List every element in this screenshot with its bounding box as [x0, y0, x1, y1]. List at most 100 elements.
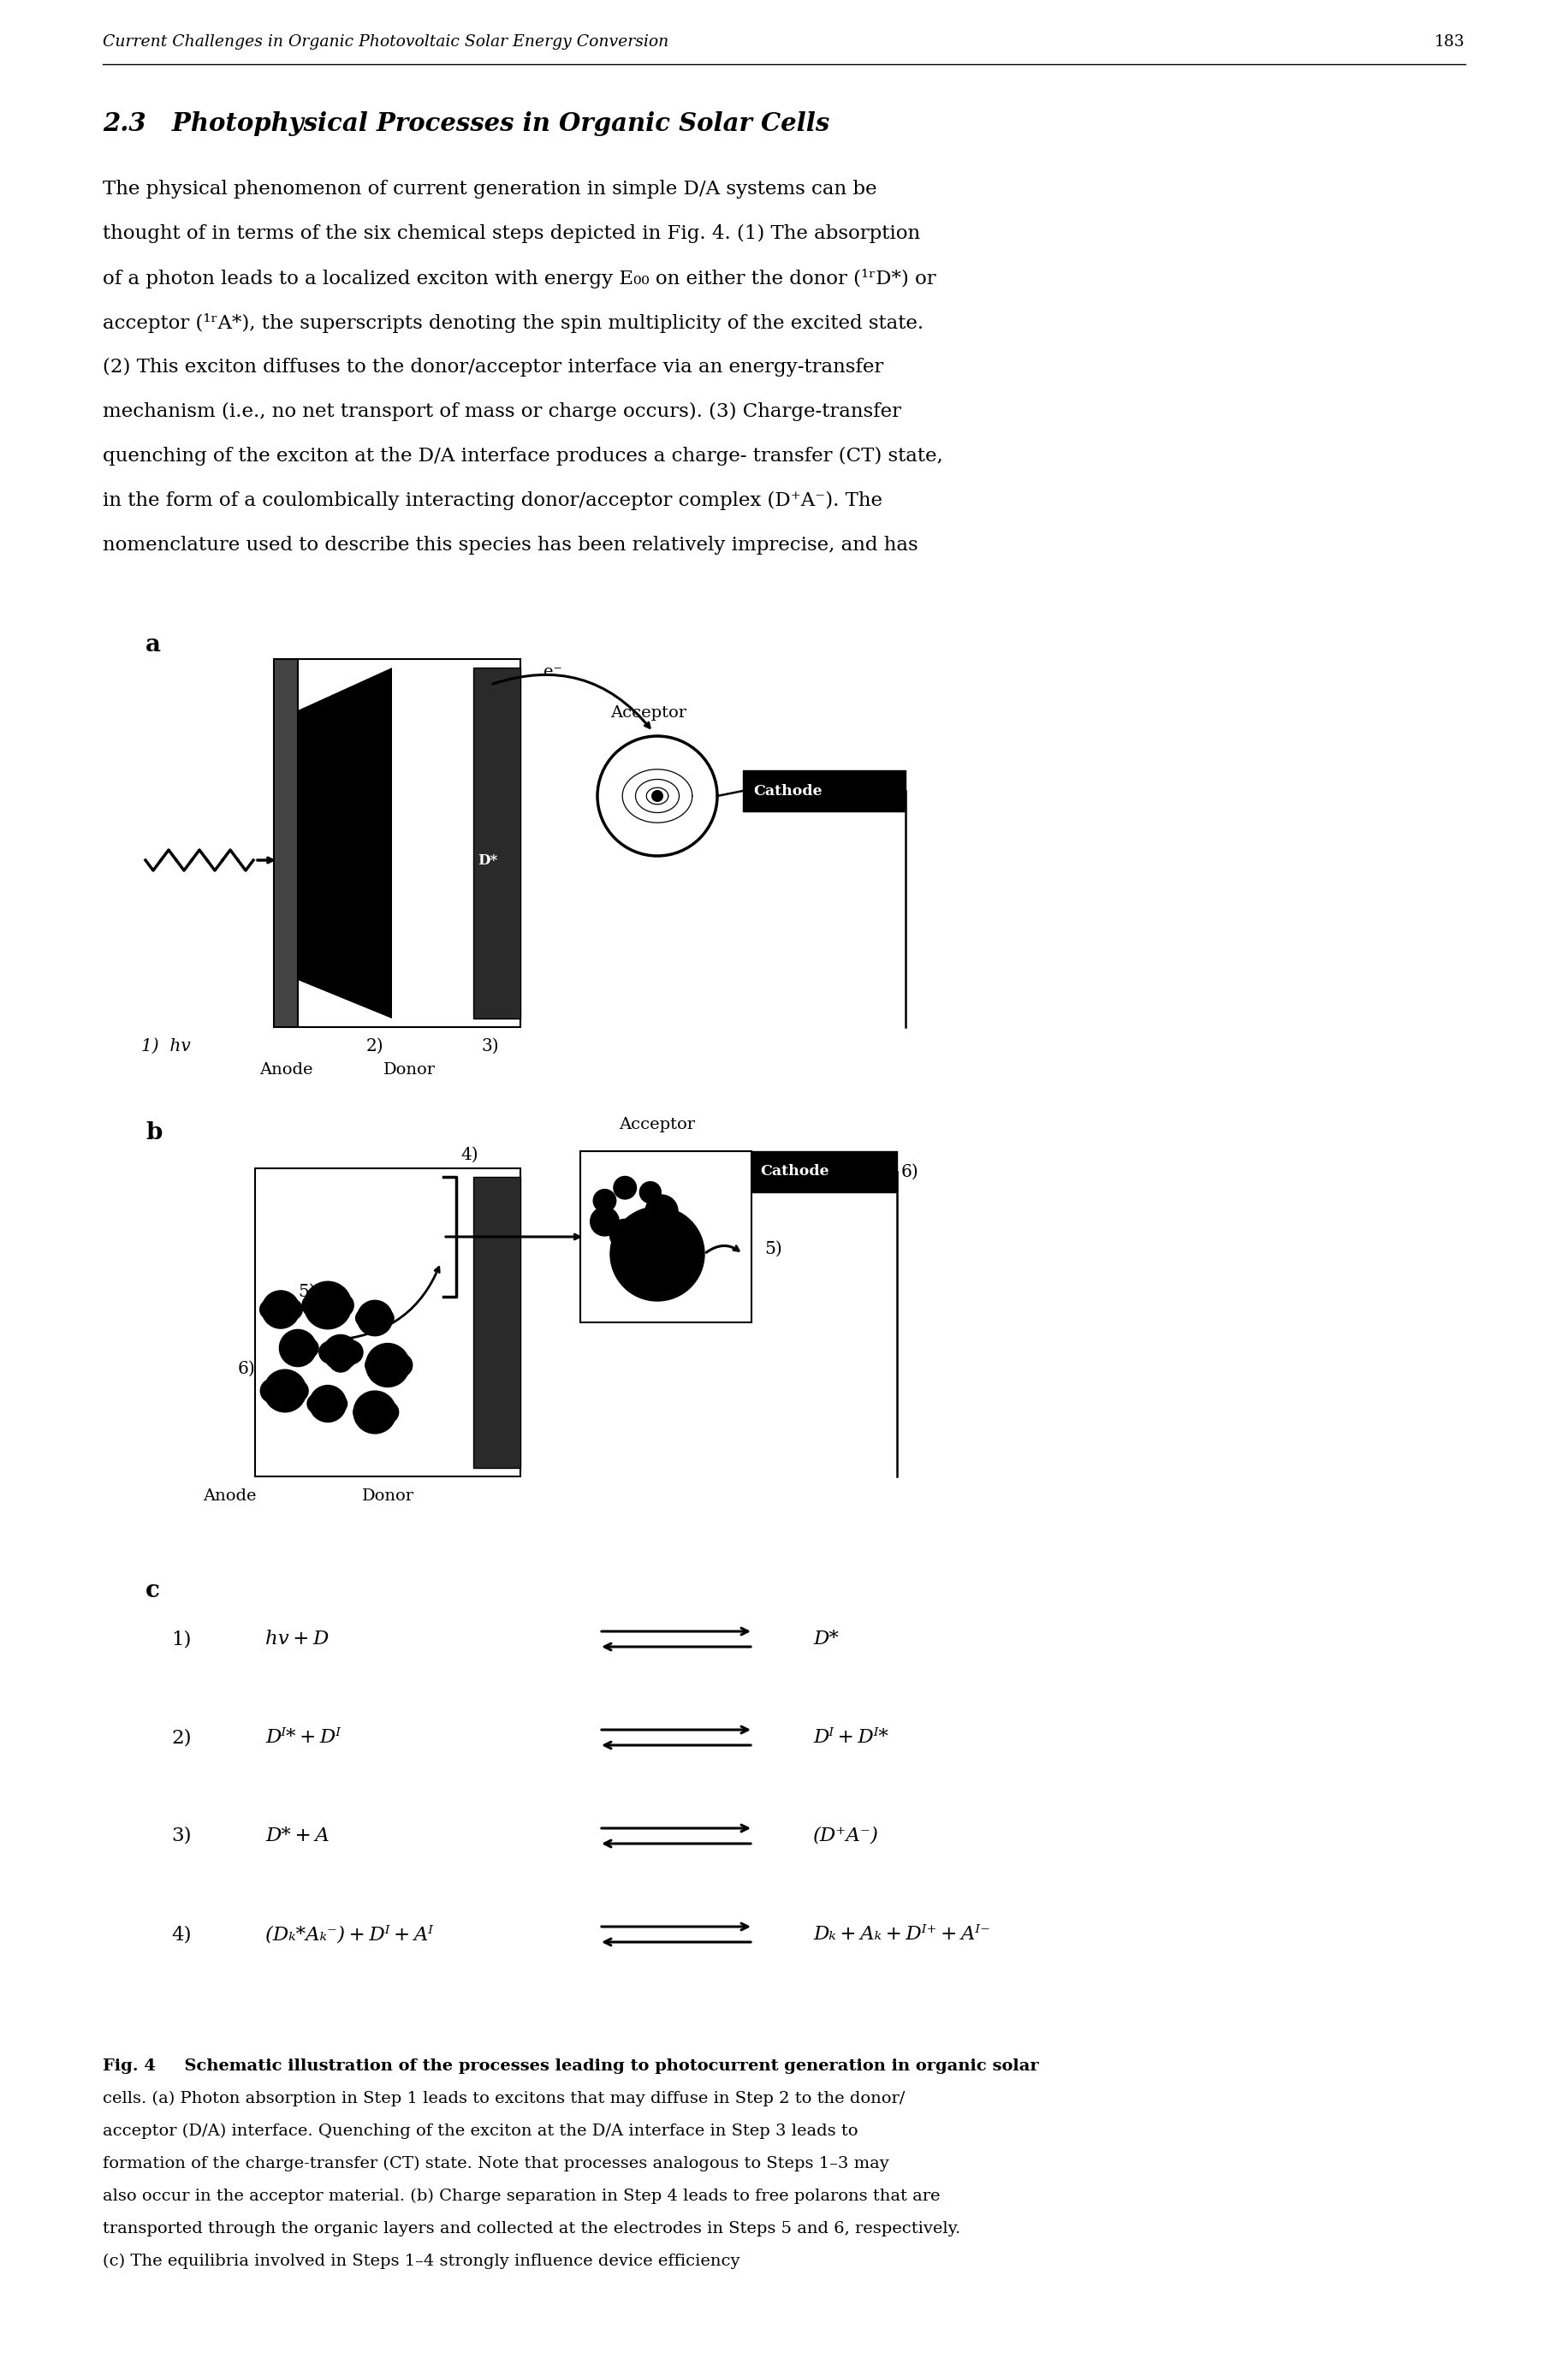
Circle shape — [284, 1302, 299, 1316]
Circle shape — [597, 737, 717, 855]
Text: Acceptor: Acceptor — [619, 1117, 696, 1133]
Text: 5): 5) — [298, 1283, 315, 1300]
Circle shape — [282, 1300, 303, 1319]
Circle shape — [651, 789, 663, 803]
Circle shape — [368, 1319, 383, 1333]
Text: Dᴵ* + Dᴵ: Dᴵ* + Dᴵ — [265, 1727, 340, 1746]
Circle shape — [307, 1395, 326, 1414]
Text: 2): 2) — [171, 1727, 191, 1746]
Text: cells. (a) Photon absorption in Step 1 leads to excitons that may diffuse in Ste: cells. (a) Photon absorption in Step 1 l… — [103, 2091, 905, 2108]
Circle shape — [309, 1385, 347, 1423]
Text: D* + A: D* + A — [265, 1827, 329, 1846]
Circle shape — [365, 1357, 384, 1376]
Text: Anode: Anode — [259, 1062, 312, 1079]
Circle shape — [303, 1295, 325, 1316]
Text: thought of in terms of the six chemical steps depicted in Fig. 4. (1) The absorp: thought of in terms of the six chemical … — [103, 223, 920, 242]
Circle shape — [299, 1338, 318, 1357]
Text: The physical phenomenon of current generation in simple D/A systems can be: The physical phenomenon of current gener… — [103, 181, 877, 200]
Circle shape — [318, 1385, 337, 1404]
Text: (D⁺A⁻): (D⁺A⁻) — [814, 1827, 880, 1846]
Circle shape — [381, 1347, 395, 1361]
Text: 6): 6) — [238, 1361, 256, 1378]
Circle shape — [365, 1342, 409, 1388]
Circle shape — [331, 1395, 347, 1411]
Circle shape — [379, 1404, 395, 1421]
Circle shape — [273, 1309, 289, 1326]
Text: Donor: Donor — [383, 1062, 436, 1079]
Circle shape — [376, 1402, 398, 1423]
Circle shape — [332, 1335, 350, 1352]
Circle shape — [287, 1380, 309, 1402]
Circle shape — [339, 1340, 362, 1364]
Text: e⁻: e⁻ — [544, 665, 561, 680]
Text: formation of the charge-transfer (CT) state. Note that processes analogous to St: formation of the charge-transfer (CT) st… — [103, 2155, 889, 2172]
Text: of a photon leads to a localized exciton with energy E₀₀ on either the donor (¹ʳ: of a photon leads to a localized exciton… — [103, 268, 936, 287]
Text: (c) The equilibria involved in Steps 1–4 strongly influence device efficiency: (c) The equilibria involved in Steps 1–4… — [103, 2252, 740, 2269]
Bar — [256, 1169, 521, 1475]
Text: Current Challenges in Organic Photovoltaic Solar Energy Conversion: Current Challenges in Organic Photovolta… — [103, 33, 668, 50]
Circle shape — [590, 1207, 619, 1236]
Circle shape — [278, 1392, 292, 1407]
Circle shape — [289, 1347, 307, 1366]
Text: also occur in the acceptor material. (b) Charge separation in Step 4 leads to fr: also occur in the acceptor material. (b)… — [103, 2188, 941, 2205]
Circle shape — [633, 1214, 666, 1247]
Text: 4): 4) — [461, 1148, 478, 1164]
Circle shape — [279, 1331, 317, 1366]
Circle shape — [610, 1219, 640, 1250]
Text: 1)  hv: 1) hv — [141, 1038, 191, 1055]
Circle shape — [290, 1383, 306, 1399]
Circle shape — [329, 1350, 353, 1371]
Circle shape — [378, 1309, 394, 1326]
Text: (2) This exciton diffuses to the donor/acceptor interface via an energy-transfer: (2) This exciton diffuses to the donor/a… — [103, 359, 883, 378]
Text: Acceptor: Acceptor — [610, 706, 687, 720]
Circle shape — [353, 1390, 397, 1433]
Text: Cathode: Cathode — [760, 1164, 829, 1178]
Circle shape — [381, 1369, 395, 1383]
Circle shape — [320, 1404, 336, 1421]
Text: 5): 5) — [764, 1240, 782, 1257]
Circle shape — [263, 1369, 306, 1411]
Text: Cathode: Cathode — [753, 784, 822, 798]
Circle shape — [613, 1176, 637, 1200]
Circle shape — [389, 1354, 412, 1376]
Text: mechanism (i.e., no net transport of mass or charge occurs). (3) Charge-transfer: mechanism (i.e., no net transport of mas… — [103, 402, 902, 421]
Circle shape — [358, 1300, 392, 1335]
Circle shape — [304, 1281, 351, 1328]
Text: Anode: Anode — [202, 1487, 256, 1504]
Circle shape — [301, 1340, 317, 1357]
Circle shape — [260, 1300, 279, 1319]
Bar — [743, 770, 906, 810]
Bar — [751, 1152, 897, 1193]
Text: in the form of a coulombically interacting donor/acceptor complex (D⁺A⁻). The: in the form of a coulombically interacti… — [103, 492, 883, 511]
Circle shape — [353, 1404, 370, 1421]
Text: 1): 1) — [171, 1630, 191, 1649]
Circle shape — [649, 1198, 674, 1224]
Text: transported through the organic layers and collected at the electrodes in Steps : transported through the organic layers a… — [103, 2222, 961, 2236]
Bar — [474, 1176, 521, 1468]
Text: 4): 4) — [171, 1925, 191, 1944]
Text: (Dₖ*Aₖ⁻) + Dᴵ + Aᴵ: (Dₖ*Aₖ⁻) + Dᴵ + Aᴵ — [265, 1925, 433, 1944]
Circle shape — [392, 1357, 409, 1373]
Circle shape — [367, 1414, 383, 1430]
Circle shape — [271, 1293, 290, 1312]
Circle shape — [331, 1395, 347, 1411]
Text: Dₖ + Aₖ + Dᴵ⁺ + Aᴵ⁻: Dₖ + Aₖ + Dᴵ⁺ + Aᴵ⁻ — [814, 1925, 991, 1944]
Circle shape — [317, 1304, 340, 1328]
Text: Fig. 4: Fig. 4 — [103, 2058, 155, 2074]
Circle shape — [260, 1378, 284, 1402]
Circle shape — [262, 1290, 299, 1328]
Text: 2): 2) — [367, 1038, 384, 1055]
Polygon shape — [298, 668, 392, 1019]
Circle shape — [365, 1302, 384, 1319]
Text: 3): 3) — [481, 1038, 500, 1055]
Circle shape — [378, 1309, 394, 1326]
Text: 6): 6) — [902, 1164, 919, 1181]
Circle shape — [274, 1371, 296, 1392]
Text: 2.3   Photophysical Processes in Organic Solar Cells: 2.3 Photophysical Processes in Organic S… — [103, 112, 829, 135]
Text: hv + D: hv + D — [265, 1630, 329, 1649]
Circle shape — [365, 1392, 384, 1411]
Text: c: c — [146, 1580, 160, 1601]
Text: Schematic illustration of the processes leading to photocurrent generation in or: Schematic illustration of the processes … — [172, 2058, 1040, 2074]
Circle shape — [640, 1181, 662, 1202]
Text: Dᴵ + Dᴵ*: Dᴵ + Dᴵ* — [814, 1727, 889, 1746]
